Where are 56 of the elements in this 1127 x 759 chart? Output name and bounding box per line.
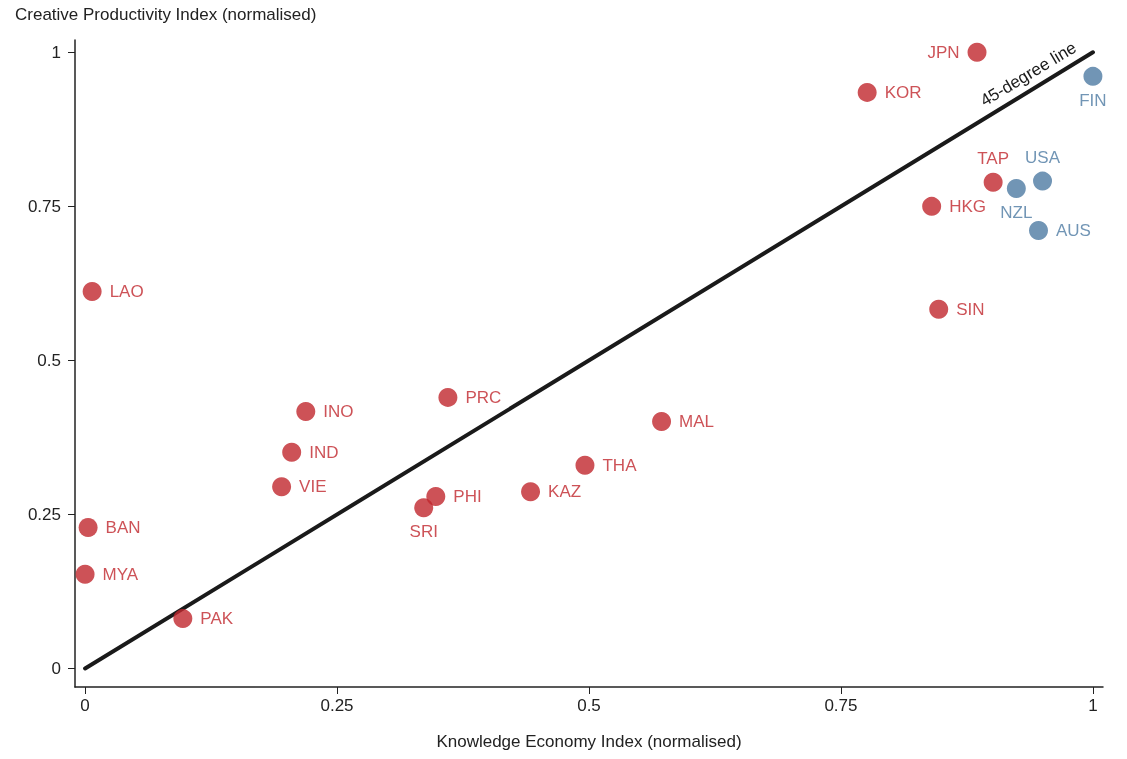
data-label: HKG: [949, 196, 987, 216]
point: [1006, 179, 1026, 198]
point: [857, 82, 877, 102]
data-label: SRI: [409, 522, 438, 542]
data-label: JPN: [927, 42, 960, 62]
point: [75, 564, 95, 584]
point: [1033, 171, 1053, 191]
point: [983, 172, 1003, 192]
data-label: PRC: [465, 387, 502, 407]
data-label: KOR: [884, 82, 922, 102]
point: [414, 498, 434, 518]
point: [78, 517, 98, 537]
y-tick-label: 1: [51, 42, 61, 62]
y-tick-label: 0.25: [27, 504, 61, 524]
x-tick-label: 0: [80, 696, 90, 715]
data-label: PAK: [200, 609, 234, 629]
point: [438, 387, 458, 407]
y-tick-label: 0: [51, 659, 61, 679]
y-axis-title: Creative Productivity Index (normalised): [15, 5, 317, 24]
point: [929, 299, 949, 319]
y-tick-label: 0.75: [27, 196, 61, 216]
data-label: BAN: [105, 517, 141, 537]
data-label: SIN: [956, 299, 985, 319]
data-label: MYA: [102, 564, 139, 584]
point: [272, 477, 292, 497]
data-label: LAO: [109, 281, 144, 301]
x-axis-title: Knowledge Economy Index (normalised): [436, 732, 742, 751]
data-label: NZL: [1000, 203, 1033, 222]
point: [967, 42, 987, 62]
data-label: THA: [602, 455, 638, 475]
point: [173, 609, 193, 629]
point: [426, 487, 446, 507]
data-label: TAP: [977, 148, 1010, 168]
x-tick-label: 0.75: [824, 696, 858, 715]
data-label: FIN: [1079, 90, 1107, 110]
point: [282, 442, 302, 462]
data-label: INO: [323, 402, 354, 422]
data-label: IND: [309, 442, 339, 462]
point: [1083, 66, 1103, 86]
data-label: PHI: [453, 487, 482, 507]
point: [1029, 220, 1048, 240]
point: [652, 411, 672, 431]
x-tick-label: 1: [1088, 696, 1098, 715]
x-tick-label: 0.5: [577, 696, 601, 715]
point: [521, 482, 541, 502]
data-label: VIE: [299, 477, 327, 497]
data-label: MAL: [679, 411, 715, 431]
point: [82, 281, 102, 301]
point: [922, 196, 942, 216]
point: [296, 402, 316, 422]
x-tick-label: 0.25: [320, 696, 354, 715]
data-label: USA: [1025, 147, 1061, 167]
data-label: AUS: [1056, 220, 1091, 240]
y-tick-label: 0.5: [37, 350, 61, 370]
point: [575, 455, 595, 475]
data-label: KAZ: [548, 482, 582, 502]
